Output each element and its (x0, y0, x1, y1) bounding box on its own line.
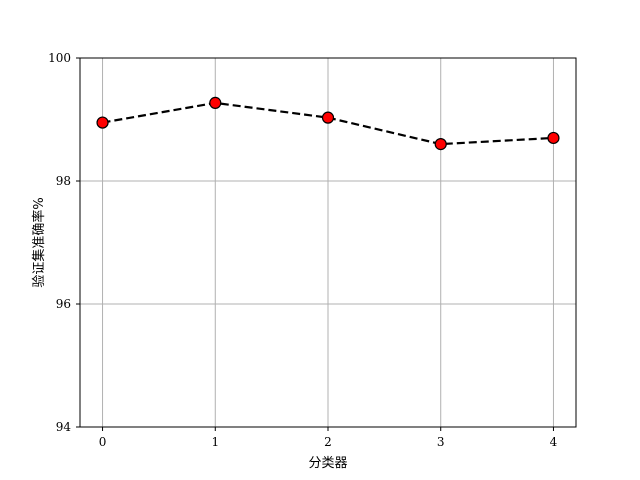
x-tick-label: 1 (211, 435, 219, 449)
data-point (209, 96, 222, 109)
y-tick-label: 94 (56, 420, 72, 434)
x-tick-label: 4 (550, 435, 558, 449)
data-point (547, 131, 560, 145)
y-tick-label: 98 (56, 174, 71, 188)
x-axis-label: 分类器 (308, 456, 347, 471)
axis-ticks: 0 1 2 3 4 94 96 98 100 (48, 51, 558, 449)
x-tick-label: 0 (99, 435, 107, 449)
x-tick-label: 3 (437, 435, 445, 449)
data-point (96, 116, 109, 129)
y-axis-label: 验证集准确率% (31, 197, 47, 287)
data-point (434, 138, 447, 151)
y-tick-label: 96 (56, 297, 71, 311)
series-layer (96, 96, 560, 151)
x-tick-label: 2 (324, 435, 332, 449)
y-tick-label: 100 (48, 51, 71, 65)
data-point (321, 111, 335, 124)
